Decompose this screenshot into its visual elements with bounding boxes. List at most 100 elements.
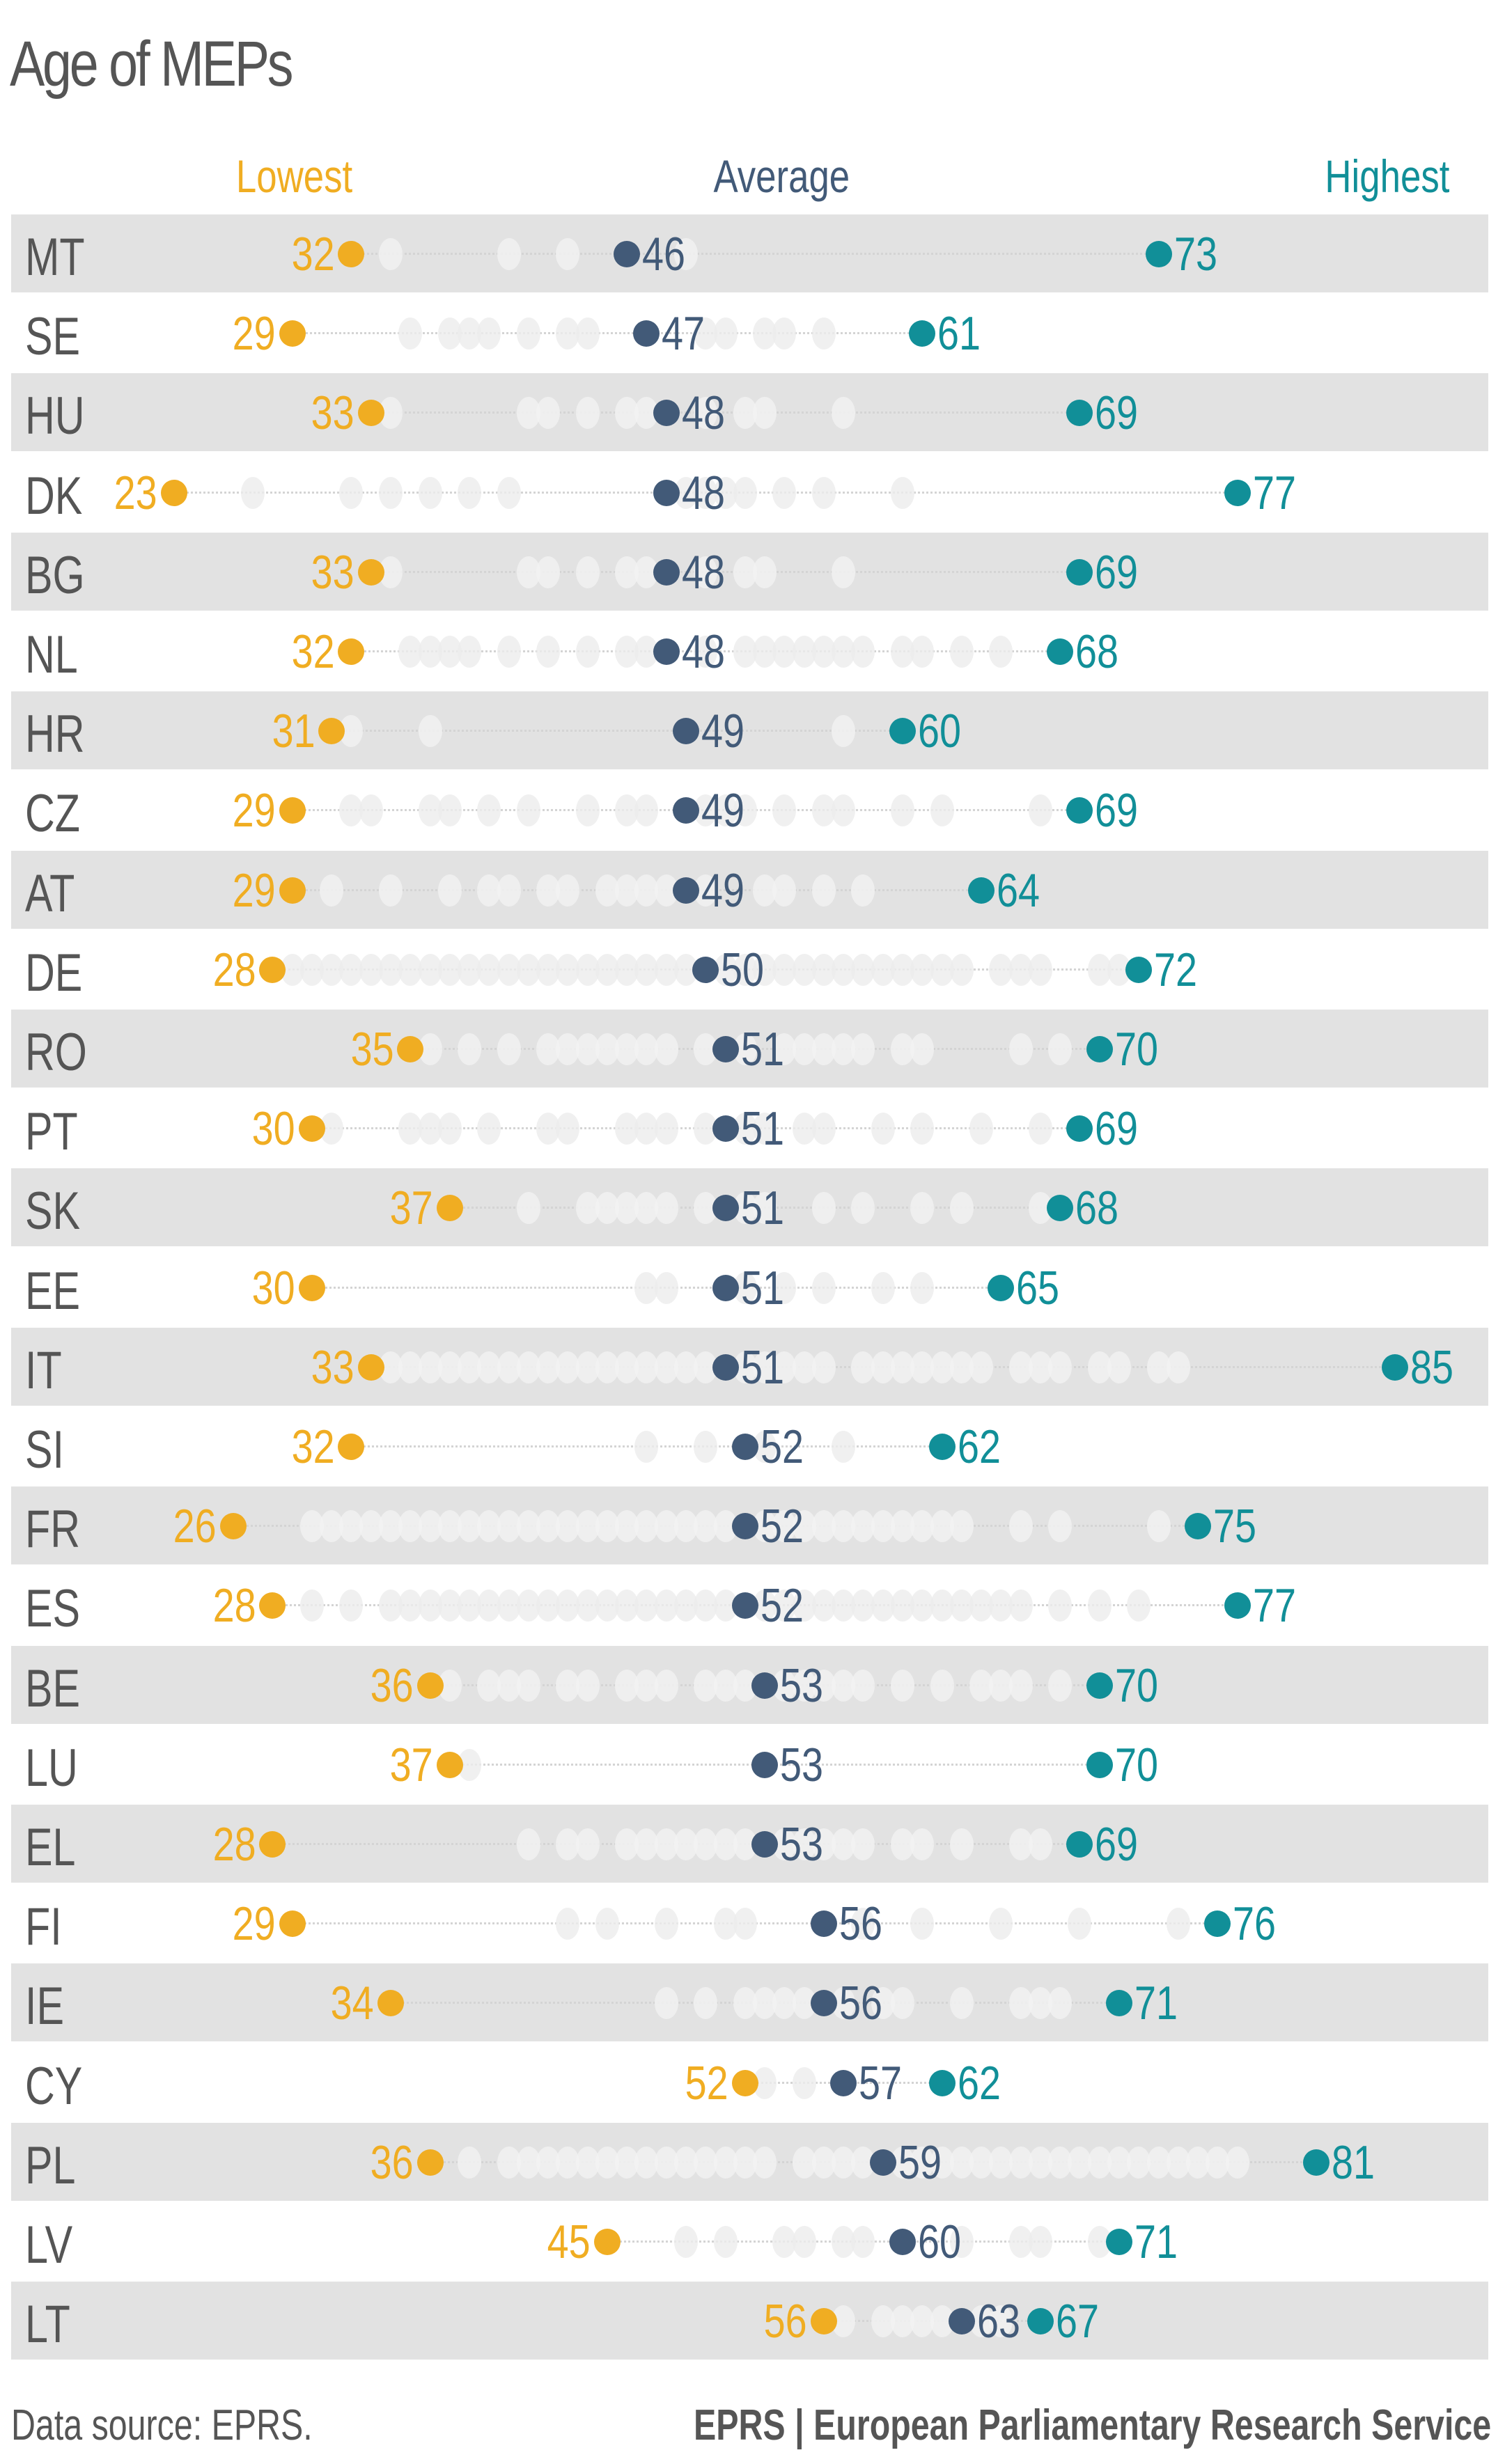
mep-dot	[949, 1510, 974, 1543]
avg-dot	[653, 558, 680, 586]
high-value: 60	[917, 705, 962, 758]
avg-dot	[653, 638, 680, 665]
high-dot	[928, 2069, 956, 2096]
avg-value: 48	[681, 625, 725, 678]
high-value: 69	[1095, 545, 1139, 599]
mep-dot	[733, 794, 757, 827]
mep-dot	[437, 794, 462, 827]
avg-dot	[751, 1831, 779, 1858]
high-dot	[1224, 1592, 1251, 1619]
mep-dot	[694, 397, 718, 430]
mep-dot	[654, 1987, 678, 2020]
mep-dot	[1048, 1351, 1073, 1383]
low-dot	[416, 1672, 444, 1699]
high-value: 70	[1114, 1658, 1158, 1712]
mep-dot	[497, 874, 521, 907]
avg-value: 49	[701, 863, 745, 917]
high-value: 73	[1173, 228, 1217, 281]
mep-dot	[890, 1987, 914, 2020]
low-value: 37	[389, 1738, 433, 1791]
avg-value: 51	[740, 1340, 784, 1394]
mep-dot	[694, 636, 718, 668]
low-value: 30	[251, 1261, 295, 1315]
high-value: 77	[1252, 1579, 1296, 1633]
row-bg: BG 33 48 69	[11, 532, 1488, 611]
avg-dot	[653, 479, 680, 506]
avg-dot	[614, 241, 641, 267]
mep-dot	[851, 1908, 875, 1940]
mep-dot	[890, 794, 914, 827]
mep-dot	[1087, 1590, 1112, 1622]
mep-dot	[556, 1908, 580, 1940]
row-hr: HR 31 49 60	[11, 691, 1488, 770]
mep-dot	[910, 1192, 935, 1225]
mep-dot	[516, 317, 540, 350]
avg-dot	[731, 1592, 758, 1619]
high-dot	[1125, 956, 1153, 983]
mep-dot	[418, 476, 442, 509]
mep-dot	[1028, 1113, 1052, 1145]
low-dot	[298, 1115, 325, 1143]
mep-dot	[930, 794, 954, 827]
low-value: 26	[173, 1500, 217, 1553]
avg-dot	[751, 1672, 779, 1699]
mep-dot	[851, 2226, 875, 2258]
avg-value: 49	[701, 784, 745, 838]
row-mt: MT 32 46 73	[11, 214, 1488, 292]
mep-dot	[851, 636, 875, 668]
mep-dot	[910, 1908, 935, 1940]
avg-value: 51	[740, 1102, 784, 1156]
mep-dot	[772, 317, 797, 350]
high-dot	[1066, 400, 1093, 427]
mep-dot	[930, 1669, 954, 1702]
mep-dot	[851, 1033, 875, 1065]
mep-dot	[378, 476, 403, 509]
row-ro: RO 35 51 70	[11, 1010, 1488, 1088]
row-pl: PL 36 59 81	[11, 2122, 1488, 2201]
mep-dot	[497, 636, 521, 668]
avg-value: 48	[681, 466, 725, 519]
row-lu: LU 37 53 70	[11, 1725, 1488, 1803]
high-dot	[1381, 1353, 1408, 1381]
mep-dot	[654, 1669, 678, 1702]
mep-dot	[811, 1271, 836, 1304]
high-dot	[1302, 2149, 1329, 2176]
mep-dot	[1166, 1351, 1190, 1383]
mep-dot	[989, 636, 1013, 668]
range-line	[332, 730, 903, 732]
mep-dot	[516, 794, 540, 827]
mep-dot	[949, 953, 974, 986]
range-line	[351, 253, 1159, 255]
high-dot	[928, 1434, 956, 1460]
avg-dot	[712, 1353, 739, 1381]
high-dot	[1086, 1751, 1113, 1778]
mep-dot	[437, 1113, 462, 1145]
high-value: 71	[1134, 2215, 1178, 2268]
mep-dot	[556, 1113, 580, 1145]
low-value: 29	[232, 1897, 276, 1951]
low-value: 33	[311, 545, 354, 599]
mep-dot	[1048, 1033, 1073, 1065]
mep-dot	[1048, 1987, 1073, 2020]
country-code: SK	[25, 1182, 81, 1241]
high-value: 85	[1410, 1340, 1453, 1394]
mep-dot	[1008, 1590, 1033, 1622]
country-code: HU	[25, 386, 85, 446]
mep-dot	[694, 1987, 718, 2020]
low-dot	[259, 956, 286, 983]
avg-value: 53	[780, 1818, 824, 1871]
avg-dot	[673, 877, 700, 904]
low-value: 28	[212, 943, 256, 996]
header-average: Average	[713, 150, 850, 202]
low-dot	[436, 1195, 463, 1222]
mep-dot	[871, 1113, 895, 1145]
avg-dot	[673, 797, 700, 824]
high-dot	[988, 1274, 1015, 1301]
mep-dot	[299, 1590, 324, 1622]
avg-value: 52	[760, 1500, 804, 1553]
mep-dot	[713, 2226, 738, 2258]
mep-dot	[437, 874, 462, 907]
high-value: 77	[1252, 466, 1296, 519]
mep-dot	[378, 238, 403, 270]
country-code: BG	[25, 545, 85, 605]
